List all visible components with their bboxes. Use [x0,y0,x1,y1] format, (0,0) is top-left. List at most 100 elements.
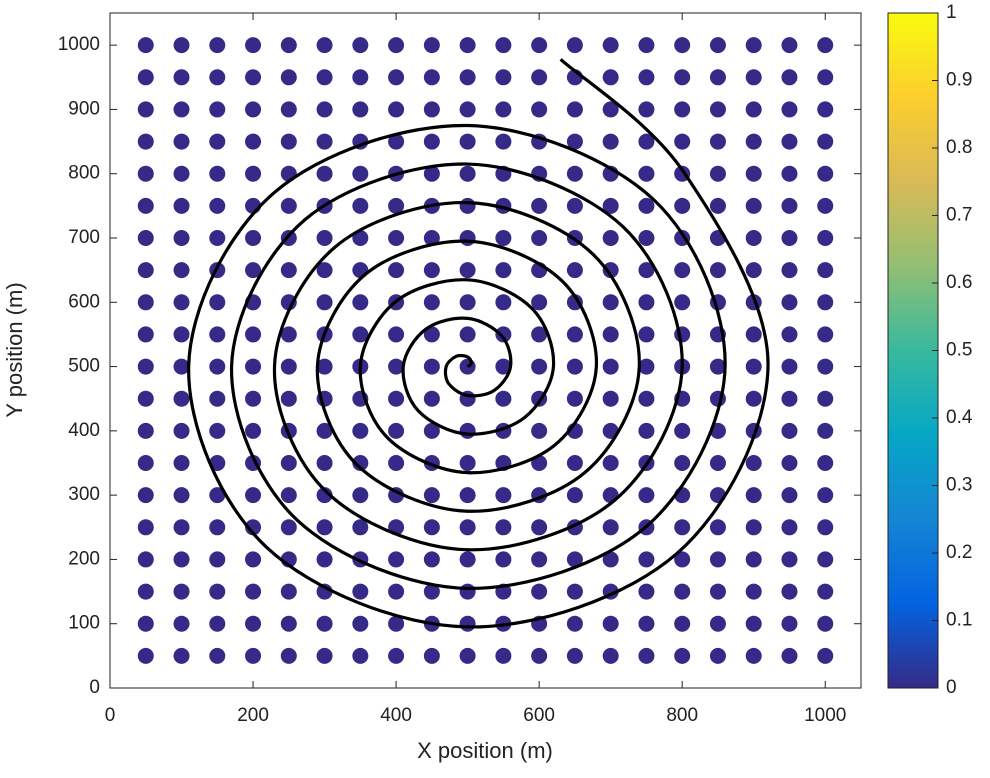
x-tick-label: 1000 [804,705,846,726]
point [745,390,762,407]
point [566,390,583,407]
point [316,262,333,279]
point [638,37,655,54]
point [137,358,154,375]
point [423,262,440,279]
point [709,455,726,471]
point [209,197,226,214]
point [817,101,834,118]
point [817,133,834,150]
point [423,101,440,118]
point [638,165,655,182]
point [745,519,762,536]
point [459,422,476,439]
point [173,358,190,375]
colorbar-tick-label: 0.1 [946,610,972,631]
point [423,647,440,664]
point [638,358,655,375]
spiral-line [187,58,770,629]
point [316,69,333,86]
point [280,262,297,279]
point [280,358,297,375]
point [459,230,476,246]
point [173,230,190,246]
point [388,37,405,54]
point [137,455,154,471]
point [495,519,512,536]
point [745,615,762,632]
point [781,390,798,407]
y-tick-label: 800 [68,163,100,184]
point [745,326,762,343]
point [245,390,262,407]
point [781,326,798,343]
point [137,133,154,150]
point [423,37,440,54]
point [388,455,405,471]
point [209,551,226,568]
point [531,101,548,118]
point [638,551,655,568]
point [602,37,619,54]
point [566,165,583,182]
point [423,551,440,568]
point [245,519,262,536]
point [137,294,154,311]
point [173,519,190,536]
point [817,487,834,504]
point [423,487,440,504]
point [352,37,369,54]
point [817,165,834,182]
point [745,165,762,182]
point [316,165,333,182]
point [495,647,512,664]
point [209,422,226,439]
point [316,133,333,150]
point [745,101,762,118]
point [531,422,548,439]
point [709,37,726,54]
point [566,262,583,279]
point [280,487,297,504]
colorbar-tick-label: 1 [946,2,957,23]
point [817,422,834,439]
point [495,262,512,279]
point [602,647,619,664]
point [388,551,405,568]
point [137,101,154,118]
point [817,390,834,407]
point [423,326,440,343]
y-tick-label: 700 [68,227,100,248]
point [531,583,548,600]
point [781,133,798,150]
point [781,519,798,536]
point [459,262,476,279]
point [316,294,333,311]
point [602,326,619,343]
colorbar-tick-label: 0.7 [946,205,972,226]
colorbar-tick-label: 0.3 [946,475,972,496]
colorbar-tick-label: 0 [946,677,957,698]
point [245,69,262,86]
point [137,647,154,664]
point [459,519,476,536]
y-tick-label: 300 [68,484,100,505]
point [781,583,798,600]
point [566,37,583,54]
point [137,262,154,279]
point [566,583,583,600]
point [173,101,190,118]
point [602,197,619,214]
point [817,69,834,86]
point [388,358,405,375]
point [173,262,190,279]
point [531,519,548,536]
point [137,230,154,246]
point [352,69,369,86]
y-tick-label: 0 [89,677,100,698]
point [280,197,297,214]
point [817,294,834,311]
point [352,583,369,600]
point [209,326,226,343]
point [638,262,655,279]
